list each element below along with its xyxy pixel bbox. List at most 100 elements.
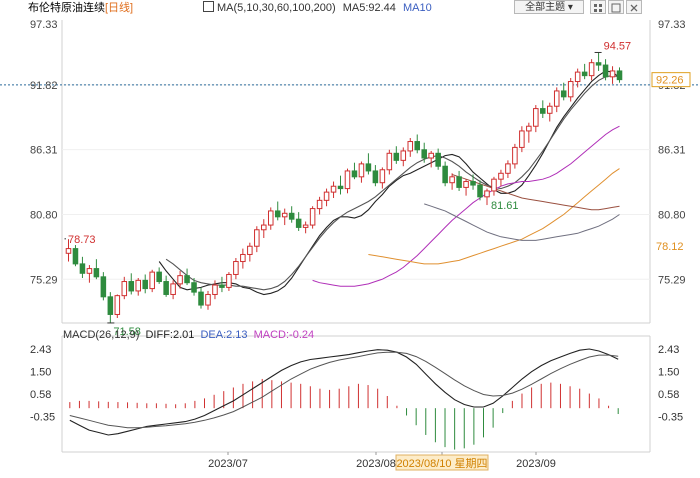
candle-body bbox=[233, 261, 239, 275]
candle-body bbox=[72, 248, 79, 265]
macd-tick-left: 2.43 bbox=[30, 344, 51, 356]
candle bbox=[512, 143, 518, 169]
candle-body bbox=[128, 281, 135, 292]
candle bbox=[407, 138, 414, 157]
candle bbox=[100, 272, 107, 301]
candle bbox=[156, 267, 162, 284]
candle-body bbox=[449, 176, 455, 184]
low-annotation: 71.58 bbox=[113, 326, 141, 338]
macd-diff: DIFF:2.01 bbox=[145, 329, 195, 341]
candle bbox=[588, 59, 595, 81]
candle bbox=[526, 122, 532, 143]
candle-body bbox=[316, 199, 323, 210]
candle bbox=[456, 170, 462, 191]
candle bbox=[581, 63, 588, 80]
candle-body bbox=[240, 253, 246, 263]
candle bbox=[428, 150, 434, 168]
price-tick-right: 86.31 bbox=[658, 145, 686, 157]
candle bbox=[240, 248, 246, 269]
candle-body bbox=[261, 224, 267, 231]
candle-body bbox=[484, 190, 490, 198]
x-tick-label: 2023/07 bbox=[208, 458, 248, 470]
candle-body bbox=[254, 229, 260, 247]
zoom-button[interactable] bbox=[608, 0, 624, 14]
price-tick-left: 97.33 bbox=[30, 19, 58, 31]
candle bbox=[609, 66, 616, 84]
candle-body bbox=[163, 281, 169, 295]
candle-body bbox=[470, 181, 476, 186]
ma-params: MA(5,10,30,60,100,200) bbox=[217, 2, 336, 14]
close-button[interactable] bbox=[626, 0, 642, 14]
candle bbox=[309, 206, 316, 229]
candle-body bbox=[107, 296, 114, 315]
candle bbox=[595, 52, 602, 71]
candle bbox=[567, 78, 574, 102]
candle-body bbox=[540, 108, 546, 114]
candle-body bbox=[560, 90, 567, 98]
macd-value: MACD:-0.24 bbox=[253, 329, 315, 341]
settings-icon-button[interactable] bbox=[590, 0, 606, 14]
candle-body bbox=[309, 208, 316, 226]
current-price-tag: 92.26 bbox=[651, 72, 691, 88]
title-text: 布伦特原油连续 bbox=[28, 2, 105, 14]
candle bbox=[79, 256, 86, 278]
chevron-down-icon: ▾ bbox=[567, 2, 573, 13]
candle bbox=[463, 179, 469, 196]
candle-body bbox=[546, 105, 553, 114]
candle-body bbox=[498, 172, 504, 180]
candle bbox=[226, 272, 232, 291]
candle-body bbox=[463, 181, 469, 188]
candle bbox=[288, 206, 295, 223]
candle-body bbox=[212, 284, 218, 295]
candle-body bbox=[121, 281, 128, 297]
price-tick-left: 75.29 bbox=[30, 274, 58, 286]
candle bbox=[442, 161, 448, 187]
candle bbox=[302, 221, 309, 234]
candle-body bbox=[519, 130, 525, 148]
ma-line-ma5 bbox=[158, 70, 620, 296]
ma-icon[interactable] bbox=[203, 1, 214, 12]
candle-body bbox=[135, 279, 142, 292]
x-tick-label: 2023/09 bbox=[516, 458, 556, 470]
candle bbox=[358, 161, 365, 183]
candle-body bbox=[330, 185, 337, 193]
candle bbox=[616, 67, 623, 83]
candle-body bbox=[156, 271, 162, 283]
candle bbox=[546, 102, 553, 122]
candle bbox=[533, 105, 539, 133]
candle-body bbox=[588, 62, 595, 77]
candle-body bbox=[295, 218, 302, 228]
candle bbox=[191, 278, 197, 296]
candle-body bbox=[533, 108, 539, 127]
candle-body bbox=[288, 212, 295, 220]
candle bbox=[170, 280, 176, 300]
instrument-title: 布伦特原油连续[日线] bbox=[28, 0, 133, 16]
candle-body bbox=[616, 70, 623, 81]
hover-date-label: 2023/08/10 星期四 bbox=[396, 457, 487, 470]
candle bbox=[212, 280, 218, 300]
candle-body bbox=[386, 152, 393, 171]
candle bbox=[337, 175, 344, 195]
candle bbox=[323, 188, 330, 207]
macd-dea-line bbox=[69, 351, 619, 429]
hover-date-box bbox=[395, 454, 489, 471]
candle-body bbox=[267, 210, 274, 226]
candle bbox=[233, 258, 239, 280]
macd-dea: DEA:2.13 bbox=[200, 329, 248, 341]
candle-body bbox=[226, 273, 232, 288]
theme-dropdown[interactable]: 全部主题 ▾ bbox=[514, 0, 584, 14]
macd-tick-right: 1.50 bbox=[658, 367, 679, 379]
candle bbox=[177, 270, 183, 289]
close-icon bbox=[630, 4, 638, 12]
candle bbox=[365, 153, 372, 175]
current-price-tag-text: 92.26 bbox=[656, 75, 684, 87]
grid-icon bbox=[594, 4, 602, 12]
candle-body bbox=[491, 178, 497, 192]
mid-low-annotation: 81.61 bbox=[491, 200, 519, 212]
price-tick-left: 91.82 bbox=[30, 80, 58, 92]
candle bbox=[86, 265, 93, 283]
candle-body bbox=[323, 191, 330, 201]
candle bbox=[484, 188, 490, 206]
candle-body bbox=[400, 150, 407, 161]
